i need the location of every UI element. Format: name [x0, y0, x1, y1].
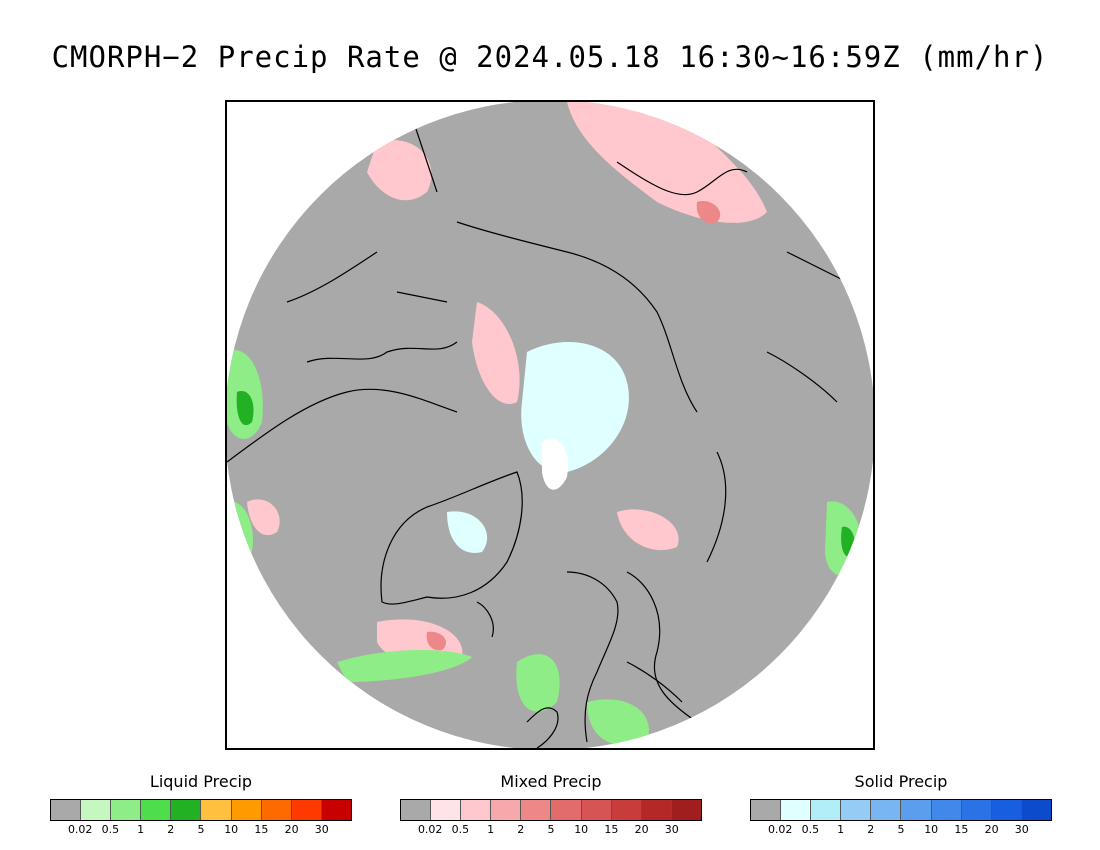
- legend-tick-label: 15: [254, 823, 269, 836]
- legend-swatch: [431, 800, 462, 820]
- legend-tick-label: 30: [1014, 823, 1029, 836]
- legend-swatch: [231, 800, 262, 820]
- legend-swatch: [781, 800, 812, 820]
- legend-solid-precip: Solid Precip 0.02 0.5 1 2 5 10 15 20 30: [750, 772, 1052, 836]
- legend-mixed-precip: Mixed Precip 0.02 0.5 1 2 5 10 15 20 30: [400, 772, 702, 836]
- legend-title: Mixed Precip: [500, 772, 602, 791]
- legend-title: Solid Precip: [854, 772, 948, 791]
- greenland-coast: [380, 471, 523, 605]
- legend-swatch: [171, 800, 202, 820]
- legend-swatch: [1021, 800, 1051, 820]
- polar-data-gap: [542, 438, 568, 490]
- legend-swatch: [51, 800, 82, 820]
- legend-swatch: [491, 800, 522, 820]
- legend-tick-label: 1: [837, 823, 845, 836]
- legend-tick-labels: 0.02 0.5 1 2 5 10 15 20 30: [400, 821, 702, 836]
- map-title: CMORPH−2 Precip Rate @ 2024.05.18 16:30~…: [51, 40, 1049, 74]
- legend-swatch: [641, 800, 672, 820]
- legend-tick-label: 0.02: [767, 823, 793, 836]
- mixed-precip-area: [696, 201, 721, 224]
- legend-tick-label: 1: [487, 823, 495, 836]
- legend-swatch: [581, 800, 612, 820]
- legend-swatch: [521, 800, 552, 820]
- legend-tick-label: 30: [314, 823, 329, 836]
- legend-tick-label: 5: [897, 823, 905, 836]
- legend-tick-label: 2: [867, 823, 875, 836]
- legend-swatch: [261, 800, 292, 820]
- mixed-precip-area: [247, 499, 280, 536]
- legend-tick-label: 20: [634, 823, 649, 836]
- legend-swatch: [671, 800, 701, 820]
- legend-tick-label: 20: [284, 823, 299, 836]
- legend-tick-label: 2: [517, 823, 525, 836]
- liquid-precip-area: [337, 650, 472, 682]
- legend-colorbar: [750, 799, 1052, 821]
- legend-swatch: [901, 800, 932, 820]
- mixed-precip-area: [617, 509, 679, 551]
- legend-colorbar: [50, 799, 352, 821]
- legend-swatch: [141, 800, 172, 820]
- legend-tick-label: 15: [954, 823, 969, 836]
- legend-tick-label: 10: [224, 823, 239, 836]
- mixed-precip-area: [567, 102, 767, 223]
- legend-tick-label: 0.02: [417, 823, 443, 836]
- legend-tick-label: 15: [604, 823, 619, 836]
- legend-swatch: [991, 800, 1022, 820]
- mixed-precip-area: [367, 140, 432, 201]
- legend-tick-label: 0.5: [801, 823, 820, 836]
- solid-precip-area: [447, 511, 488, 553]
- legend-tick-label: 5: [197, 823, 205, 836]
- legend-swatch: [321, 800, 351, 820]
- legend-liquid-precip: Liquid Precip 0.02 0.5 1 2 5 10 15 20 30: [50, 772, 352, 836]
- map-frame: [225, 100, 875, 750]
- legend-swatch: [291, 800, 322, 820]
- legend-swatch: [931, 800, 962, 820]
- legend-swatch: [461, 800, 492, 820]
- legend-swatch: [871, 800, 902, 820]
- legend-swatch: [841, 800, 872, 820]
- legend-swatch: [401, 800, 432, 820]
- liquid-precip-area: [516, 654, 560, 712]
- legend-tick-label: 0.5: [451, 823, 470, 836]
- liquid-precip-area: [236, 391, 254, 426]
- polar-precip-map: [227, 102, 873, 748]
- legend-tick-label: 0.5: [101, 823, 120, 836]
- coastlines: [227, 102, 848, 748]
- legend-tick-labels: 0.02 0.5 1 2 5 10 15 20 30: [50, 821, 352, 836]
- mixed-precip-area: [426, 631, 447, 651]
- legend-swatch: [811, 800, 842, 820]
- mixed-precip-area: [472, 302, 520, 404]
- legend-swatch: [751, 800, 782, 820]
- legend-tick-label: 5: [547, 823, 555, 836]
- legend-tick-label: 30: [664, 823, 679, 836]
- legend-swatch: [81, 800, 112, 820]
- legend-swatch: [551, 800, 582, 820]
- legend-colorbar: [400, 799, 702, 821]
- legend-tick-label: 1: [137, 823, 145, 836]
- legend-swatch: [611, 800, 642, 820]
- legend-tick-labels: 0.02 0.5 1 2 5 10 15 20 30: [750, 821, 1052, 836]
- legend-swatch: [201, 800, 232, 820]
- legend-tick-label: 20: [984, 823, 999, 836]
- liquid-precip-area: [587, 699, 649, 746]
- legend-tick-label: 10: [574, 823, 589, 836]
- legend-tick-label: 2: [167, 823, 175, 836]
- legend-swatch: [111, 800, 142, 820]
- legend-swatch: [961, 800, 992, 820]
- legend-tick-label: 10: [924, 823, 939, 836]
- legend-tick-label: 0.02: [67, 823, 93, 836]
- legend-title: Liquid Precip: [149, 772, 253, 791]
